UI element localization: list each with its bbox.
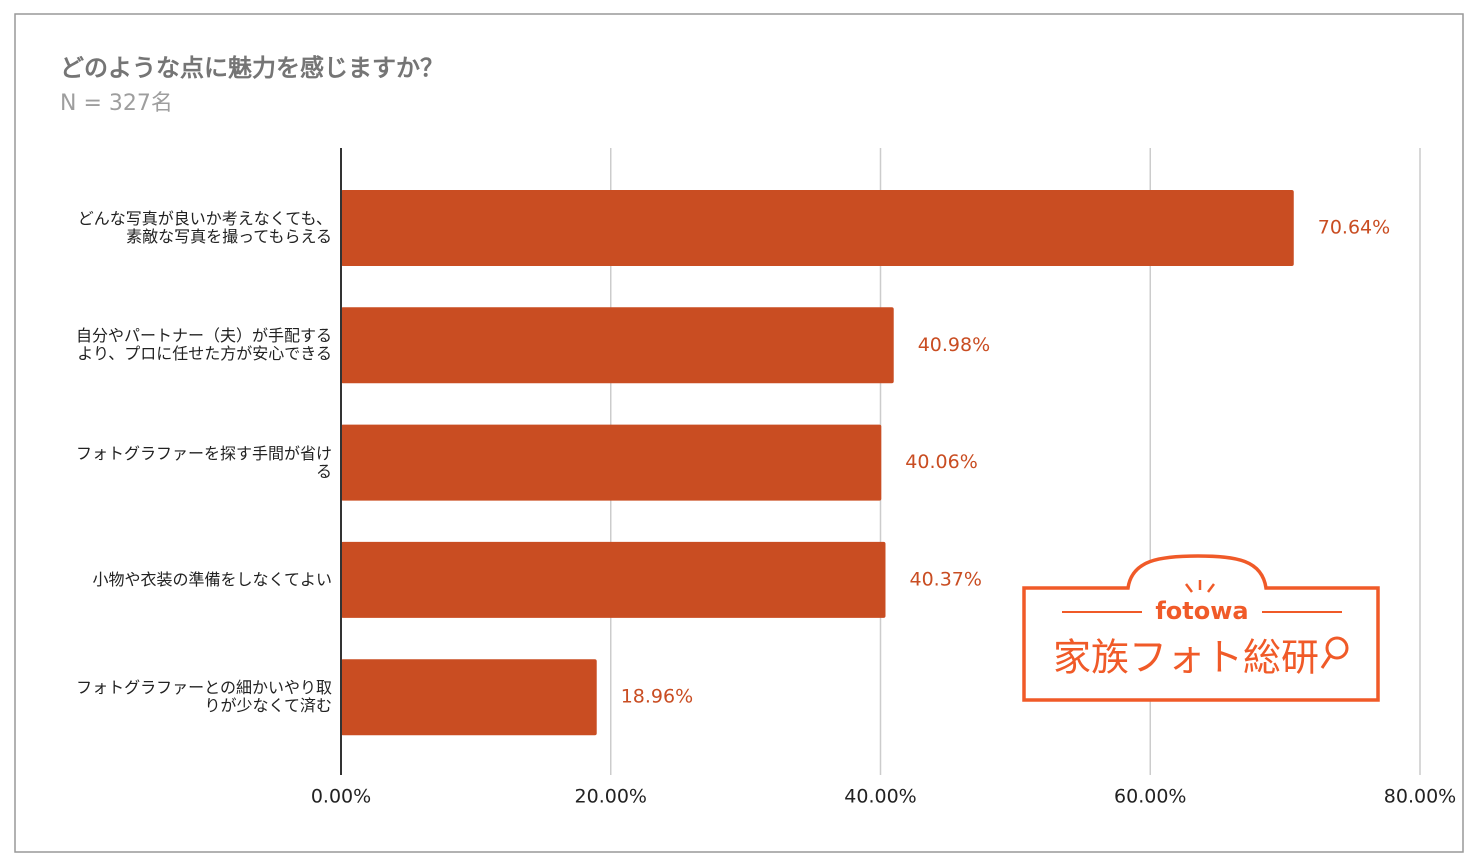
bar <box>341 541 886 618</box>
logo-rays <box>1185 580 1215 593</box>
value-label: 18.96% <box>621 686 693 708</box>
value-label: 40.37% <box>909 568 981 590</box>
x-tick-label: 60.00% <box>1114 786 1186 808</box>
y-tick-label: フォトグラファーとの細かいやり取りが少なくて済む <box>76 678 332 716</box>
chart-subtitle: N = 327名 <box>60 91 173 116</box>
bar <box>341 307 894 384</box>
x-tick-label: 80.00% <box>1384 786 1456 808</box>
x-tick-label: 20.00% <box>575 786 647 808</box>
logo-icon <box>1320 655 1332 669</box>
logo-frame <box>1022 554 1380 702</box>
y-tick-label: どんな写真が良いか考えなくても、素敵な写真を撮ってもらえる <box>77 209 332 246</box>
logo: fotowa 家族フォト総研 <box>1022 554 1380 702</box>
value-label: 70.64% <box>1318 217 1390 239</box>
y-tick-label: 自分やパートナー（夫）が手配するより、プロに任せた方が安心できる <box>75 326 332 364</box>
chart-title: どのような点に魅力を感じますか？ <box>60 54 444 82</box>
x-tick-label: 0.00% <box>311 786 371 808</box>
bar <box>341 659 597 736</box>
y-tick-label: 小物や衣装の準備をしなくてよい <box>92 569 332 589</box>
logo-brand: fotowa <box>1155 597 1248 625</box>
bar <box>341 424 882 501</box>
value-label: 40.06% <box>905 451 977 473</box>
logo-icon <box>1325 636 1349 660</box>
y-tick-label: フォトグラファーを探す手間が省ける <box>75 443 332 481</box>
bar <box>341 190 1294 266</box>
value-label: 40.98% <box>918 334 990 356</box>
logo-name: 家族フォト総研 <box>1053 636 1319 680</box>
x-tick-label: 40.00% <box>844 786 916 808</box>
